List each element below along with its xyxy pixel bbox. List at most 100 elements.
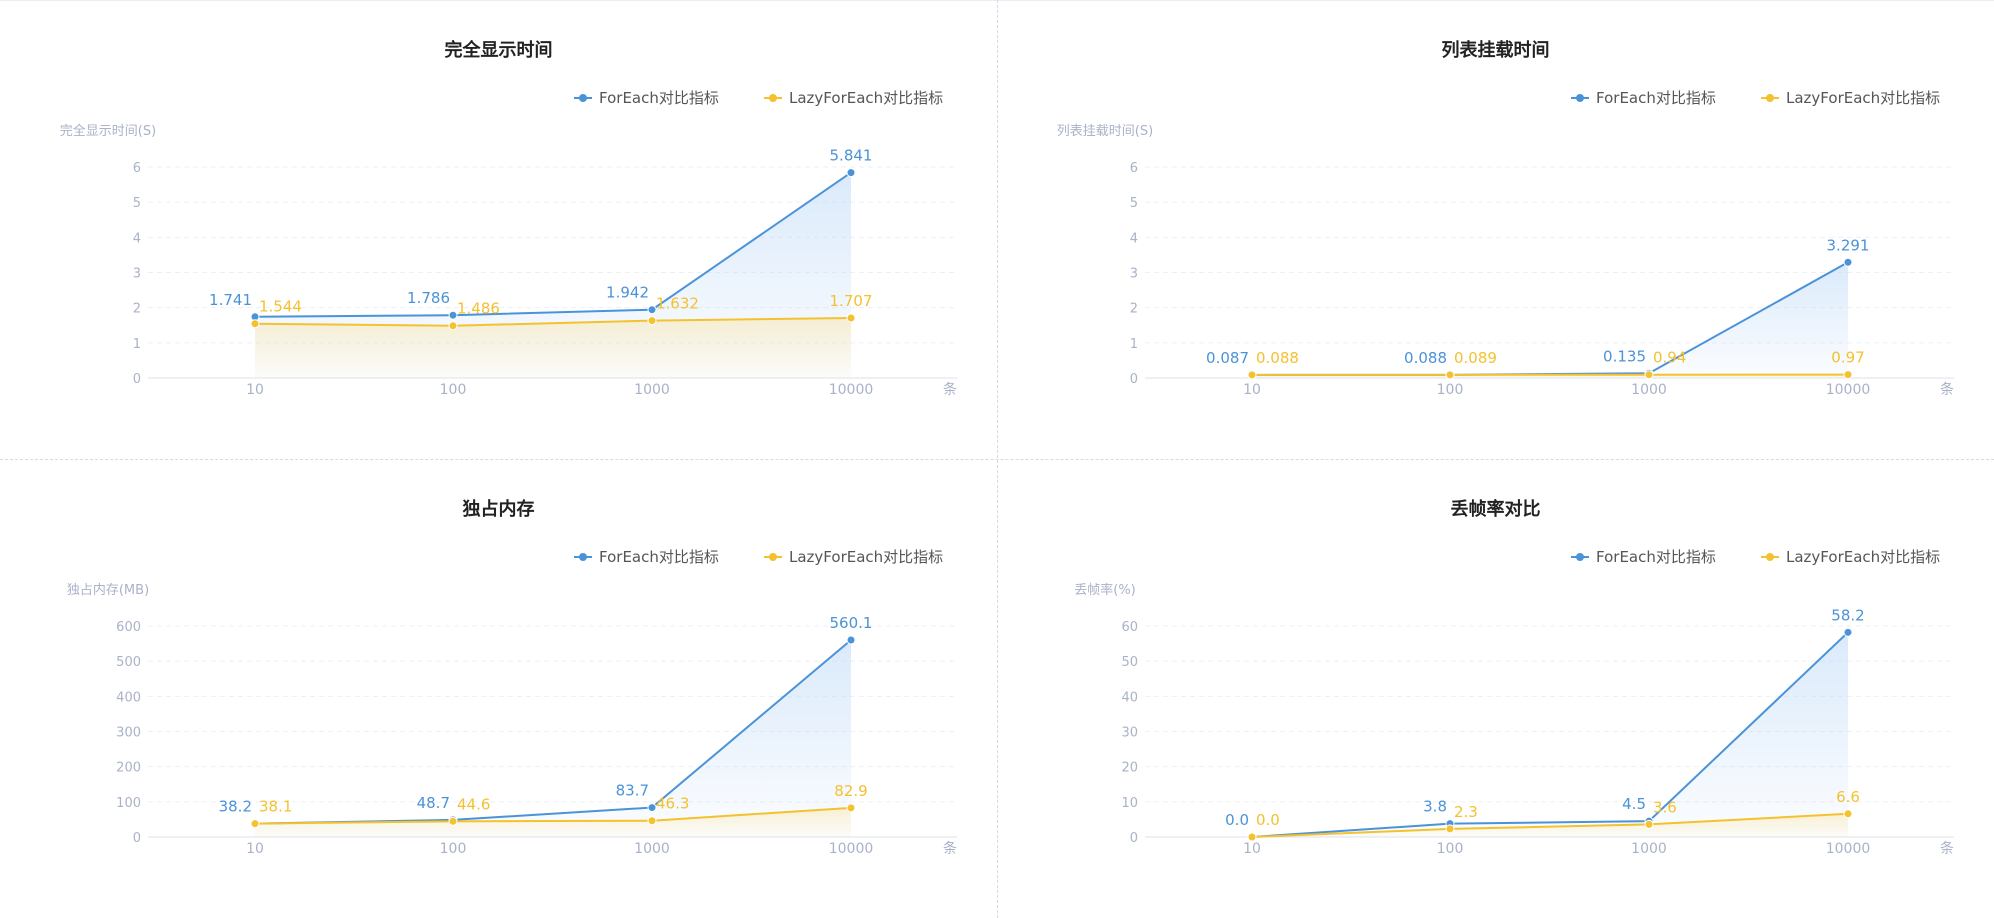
- data-label: 0.088: [1404, 349, 1447, 367]
- data-label: 0.089: [1454, 349, 1497, 367]
- data-label: 6.6: [1836, 788, 1860, 806]
- x-tick-label: 100: [440, 382, 467, 398]
- y-tick-label: 3: [1130, 267, 1138, 282]
- series-area: [255, 640, 851, 837]
- legend-swatch-dot: [579, 94, 587, 102]
- series-line: [254, 171, 852, 318]
- data-point: [448, 816, 458, 826]
- legend-swatch-dot: [1576, 94, 1584, 102]
- data-label: 48.7: [417, 794, 450, 812]
- data-point: [448, 321, 458, 331]
- data-label: 1.741: [209, 291, 252, 309]
- data-label: 3.6: [1653, 798, 1677, 816]
- horizontal-divider: [0, 459, 1994, 460]
- data-point: [1644, 370, 1654, 380]
- legend-label: ForEach对比指标: [1596, 548, 1716, 566]
- data-label: 46.3: [656, 795, 689, 813]
- x-tick-label: 10: [246, 382, 264, 398]
- y-tick-label: 1: [133, 337, 141, 352]
- data-label: 44.6: [457, 795, 490, 813]
- series-area: [1252, 262, 1848, 378]
- y-axis-label: 完全显示时间(S): [60, 123, 156, 139]
- data-label: 4.5: [1622, 795, 1646, 813]
- series-line: [1251, 812, 1849, 838]
- x-tick-label: 10: [1243, 382, 1261, 398]
- data-label: 0.0: [1256, 811, 1280, 829]
- data-point: [647, 803, 657, 813]
- data-point: [1843, 809, 1853, 819]
- legend-swatch-dot: [1766, 553, 1774, 561]
- y-tick-label: 3: [133, 267, 141, 282]
- data-label: 82.9: [834, 782, 867, 800]
- data-point: [1445, 824, 1455, 834]
- y-tick-label: 600: [116, 620, 141, 635]
- y-tick-label: 2: [133, 302, 141, 317]
- data-point: [1843, 627, 1853, 637]
- y-tick-label: 0: [133, 372, 141, 387]
- data-label: 58.2: [1831, 606, 1864, 624]
- y-tick-label: 5: [1130, 196, 1138, 211]
- chart-panel-frame-drop-rate: 丢帧率对比 ForEach对比指标 LazyForEach对比指标丢帧率(%) 0 10…: [997, 459, 1994, 918]
- y-tick-label: 50: [1121, 655, 1138, 670]
- legend-label: LazyForEach对比指标: [1786, 548, 1940, 566]
- legend-label: LazyForEach对比指标: [789, 548, 943, 566]
- x-tick-label: 10000: [1826, 382, 1871, 398]
- data-label: 1.707: [830, 292, 873, 310]
- chart-title: 独占内存: [463, 498, 535, 520]
- chart-panel-exclusive-memory: 独占内存 ForEach对比指标 LazyForEach对比指标 独占内存(MB) 0 1…: [0, 459, 997, 918]
- data-label: 0.135: [1603, 347, 1646, 365]
- chart-title: 完全显示时间: [445, 39, 553, 61]
- data-label: 1.786: [407, 289, 450, 307]
- y-tick-label: 4: [1130, 231, 1138, 246]
- legend-swatch-dot: [1766, 94, 1774, 102]
- y-tick-label: 2: [1130, 302, 1138, 317]
- legend-swatch-dot: [769, 94, 777, 102]
- y-tick-label: 30: [1121, 726, 1138, 741]
- y-tick-label: 300: [116, 726, 141, 741]
- data-label: 83.7: [616, 782, 649, 800]
- data-point: [647, 316, 657, 326]
- x-tick-label: 10000: [829, 841, 874, 857]
- data-point: [250, 319, 260, 329]
- data-point: [846, 803, 856, 813]
- data-label: 0.087: [1206, 349, 1249, 367]
- y-tick-label: 200: [116, 761, 141, 776]
- data-label: 1.486: [457, 300, 500, 318]
- chart-panel-list-mount-time: 列表挂载时间 ForEach对比指标 LazyForEach对比指标 列表挂载时间(S…: [997, 0, 1994, 459]
- series-line: [254, 806, 852, 825]
- legend-label: LazyForEach对比指标: [1786, 89, 1940, 107]
- legend-swatch-dot: [769, 553, 777, 561]
- x-tick-label: 1000: [1631, 841, 1667, 857]
- x-tick-label: 10000: [1826, 841, 1871, 857]
- legend-label: LazyForEach对比指标: [789, 89, 943, 107]
- data-point: [1644, 819, 1654, 829]
- data-label: 0.0: [1225, 811, 1249, 829]
- data-label: 560.1: [830, 614, 873, 632]
- x-tick-label: 100: [440, 841, 467, 857]
- data-label: 0.97: [1831, 349, 1864, 367]
- y-tick-label: 0: [1130, 831, 1138, 846]
- x-tick-label: 100: [1437, 382, 1464, 398]
- legend-label: ForEach对比指标: [599, 89, 719, 107]
- data-point: [250, 819, 260, 829]
- x-tick-label: 10: [246, 841, 264, 857]
- data-point: [1843, 370, 1853, 380]
- y-tick-label: 500: [116, 655, 141, 670]
- data-label: 38.2: [219, 798, 252, 816]
- x-tick-label: 10000: [829, 382, 874, 398]
- y-axis-label: 丢帧率(%): [1074, 582, 1136, 598]
- y-tick-label: 0: [133, 831, 141, 846]
- y-tick-label: 40: [1121, 690, 1138, 705]
- x-axis-unit: 条: [943, 381, 957, 398]
- y-tick-label: 100: [116, 796, 141, 811]
- y-tick-label: 20: [1121, 761, 1138, 776]
- legend-swatch-dot: [579, 553, 587, 561]
- data-label: 1.544: [259, 298, 302, 316]
- data-point: [448, 310, 458, 320]
- data-label: 1.942: [606, 284, 649, 302]
- chart-title: 丢帧率对比: [1451, 498, 1541, 520]
- x-axis-unit: 条: [943, 840, 957, 857]
- data-label: 5.841: [830, 147, 873, 165]
- data-point: [1247, 832, 1257, 842]
- series-line: [254, 316, 852, 327]
